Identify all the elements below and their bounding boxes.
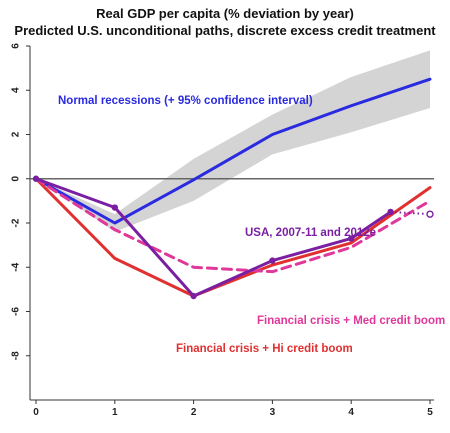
series-projection-usa [390, 210, 431, 216]
axis-ticks: 0 1 2 3 4 5 6 4 2 0 -2 -4 -6 -8 [11, 43, 434, 418]
y-tick-label: -2 [11, 218, 22, 227]
annotation-normal-recessions: Normal recessions (+ 95% confidence inte… [58, 95, 313, 107]
y-tick-label: -6 [11, 307, 22, 316]
annotation-hi-credit-boom: Financial crisis + Hi credit boom [176, 343, 353, 355]
x-tick-label: 1 [112, 407, 118, 418]
plot-area: 0 1 2 3 4 5 6 4 2 0 -2 -4 -6 -8 [11, 43, 434, 418]
y-tick-label: 0 [11, 176, 22, 182]
y-tick-label: -4 [11, 262, 22, 271]
series-line-med [34, 177, 432, 274]
series-point-usa [190, 292, 197, 300]
chart-subtitle: Predicted U.S. unconditional paths, disc… [14, 23, 436, 38]
series-line-usa [34, 177, 393, 298]
x-tick-label: 3 [270, 407, 276, 418]
series-point-usa [269, 257, 276, 264]
annotation-med-credit-boom: Financial crisis + Med credit boom [257, 315, 445, 327]
y-tick-label: 6 [11, 43, 22, 49]
series-point-usa [348, 235, 355, 242]
series-line-hi [34, 177, 432, 298]
y-tick-label: -8 [11, 351, 22, 360]
chart-title: Real GDP per capita (% deviation by year… [96, 6, 354, 21]
x-tick-label: 0 [33, 407, 39, 418]
x-tick-label: 4 [348, 407, 354, 418]
annotation-usa: USA, 2007-11 and 2012e [245, 227, 376, 239]
series-layer [32, 77, 434, 300]
series-point-usa-projected [426, 210, 434, 218]
series-point-usa [32, 175, 40, 182]
y-tick-label: 2 [11, 131, 22, 137]
x-tick-label: 5 [427, 407, 433, 418]
x-tick-label: 2 [191, 407, 197, 418]
y-tick-label: 4 [11, 87, 22, 93]
series-point-usa [387, 208, 394, 216]
series-line-normal [34, 77, 432, 225]
confidence-band [36, 50, 430, 232]
series-point-usa [111, 204, 119, 211]
